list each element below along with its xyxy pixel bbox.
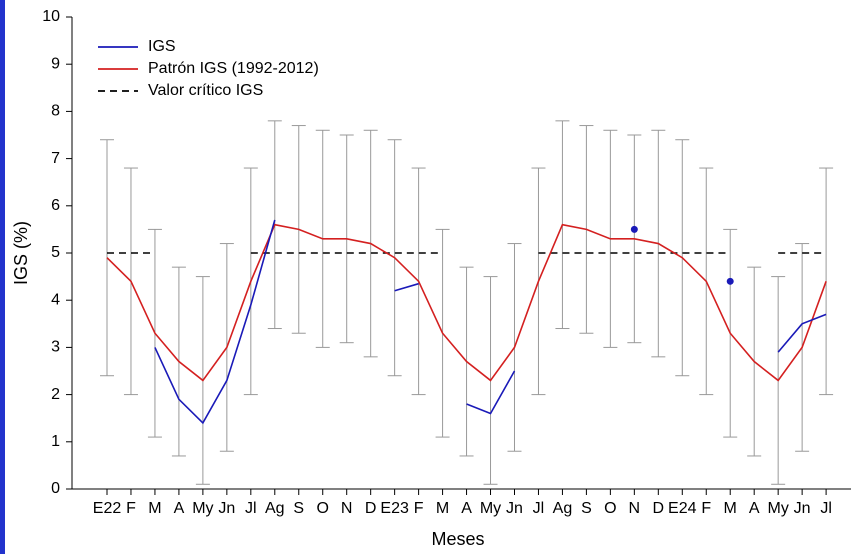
x-tick-label: E22 [93,500,122,517]
y-axis-title: IGS (%) [11,221,31,285]
x-tick-label: M [724,500,737,517]
x-tick-label: Jn [794,500,811,517]
x-tick-label: A [174,500,185,517]
point [726,277,734,285]
y-tick-label: 8 [51,103,60,120]
x-tick-label: M [436,500,449,517]
x-tick-label: Jl [533,500,545,517]
x-tick-label: My [192,500,213,517]
x-tick-label: My [767,500,788,517]
x-tick-label: N [341,500,353,517]
x-tick-label: N [629,500,641,517]
x-tick-label: E24 [668,500,697,517]
x-tick-label: O [604,500,616,517]
y-tick-label: 9 [51,55,60,72]
x-tick-label: Ag [553,500,573,517]
series-line [777,313,827,353]
x-tick-label: F [701,500,711,517]
x-tick-label: Jn [218,500,235,517]
legend-label: Patrón IGS (1992-2012) [148,60,319,77]
series-line [394,282,419,292]
x-tick-label: D [653,500,665,517]
y-tick-label: 1 [51,433,60,450]
x-tick-label: M [148,500,161,517]
x-tick-label: D [365,500,377,517]
x-tick-label: Jl [245,500,257,517]
y-tick-label: 4 [51,291,60,308]
x-tick-label: S [293,500,304,517]
x-axis-title: Meses [431,529,484,549]
x-tick-label: F [414,500,424,517]
y-tick-label: 10 [42,8,60,25]
series-line [106,223,827,382]
series-line [154,219,276,425]
series-line [466,370,516,415]
legend-label: Valor crítico IGS [148,82,263,99]
window-border [0,0,5,554]
x-tick-label: My [480,500,501,517]
y-tick-label: 2 [51,386,60,403]
x-tick-label: F [126,500,136,517]
y-tick-label: 6 [51,197,60,214]
x-tick-label: A [749,500,760,517]
x-tick-label: Ag [265,500,285,517]
x-tick-label: Jn [506,500,523,517]
y-tick-label: 5 [51,244,60,261]
legend-label: IGS [148,38,176,55]
x-tick-label: O [317,500,329,517]
x-tick-label: Jl [820,500,832,517]
x-tick-label: S [581,500,592,517]
y-tick-label: 7 [51,150,60,167]
x-tick-label: E23 [380,500,409,517]
y-tick-label: 3 [51,339,60,356]
y-tick-label: 0 [51,480,60,497]
point [630,225,638,233]
x-tick-label: A [461,500,472,517]
